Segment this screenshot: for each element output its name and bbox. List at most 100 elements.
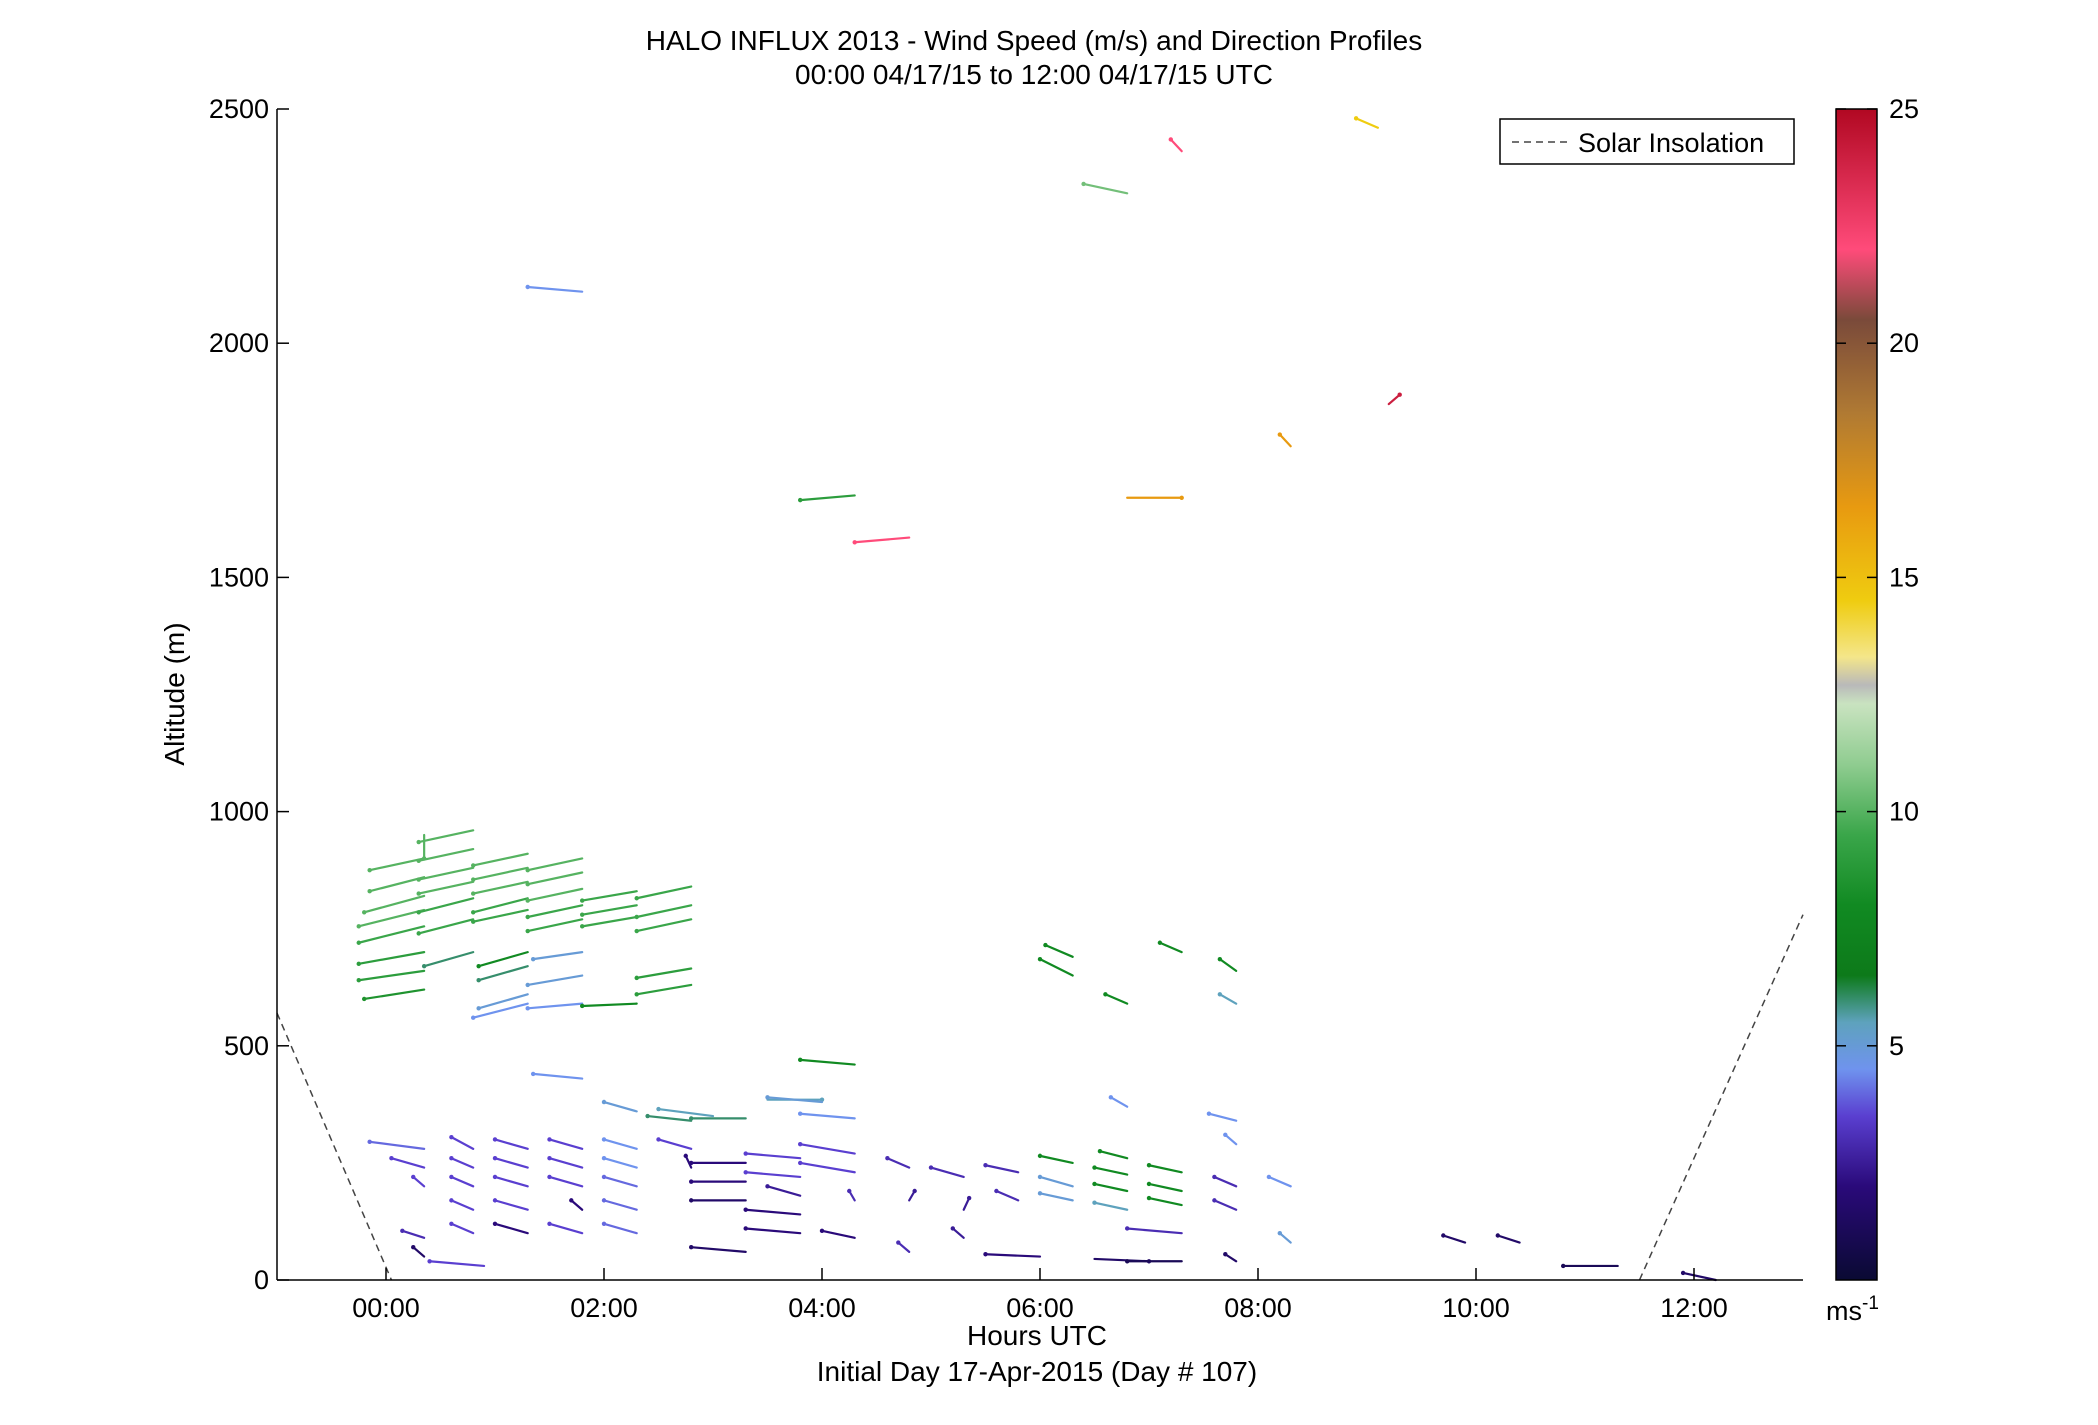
wind-vector-tip [966, 1195, 972, 1201]
wind-vector-tip [449, 1134, 454, 1140]
wind-vector [602, 1222, 638, 1235]
colorbar-tick-label: 5 [1889, 1031, 1904, 1061]
wind-vector [450, 1157, 475, 1169]
wind-vector-tip [471, 863, 476, 868]
y-tick-label: 2500 [209, 94, 269, 124]
wind-vector-tip [471, 877, 476, 882]
wind-vector-tip [689, 1198, 694, 1203]
wind-vector-tip [416, 877, 421, 882]
wind-vector-tip [1157, 940, 1163, 945]
wind-vector [602, 1199, 638, 1211]
wind-vector [1213, 1199, 1238, 1211]
wind-vector-tip [1103, 992, 1108, 997]
wind-vector-tip [983, 1163, 988, 1168]
wind-vector [526, 285, 584, 293]
wind-vector-tip [994, 1188, 999, 1194]
wind-vector [417, 880, 475, 895]
wind-vector-tip [743, 1170, 748, 1175]
wind-vector-tip [1037, 1174, 1043, 1180]
wind-vector-tip [421, 963, 427, 969]
wind-vector-tip [492, 1137, 498, 1142]
wind-vector [995, 1189, 1020, 1202]
wind-vector-tip [476, 978, 481, 983]
colorbar-unit: ms-1 [1826, 1293, 1879, 1326]
colorbar-unit-exponent: -1 [1862, 1293, 1879, 1314]
wind-vector [766, 1096, 824, 1104]
wind-vector [368, 876, 426, 893]
wind-vector-tip [356, 961, 361, 967]
wind-vector [548, 1175, 584, 1188]
wind-vector [417, 829, 475, 844]
wind-vector-tip [743, 1226, 748, 1231]
wind-vector [417, 918, 475, 935]
wind-vector [1093, 1182, 1129, 1193]
wind-vector [472, 852, 529, 867]
y-tick-label: 2000 [209, 328, 269, 358]
wind-vector [532, 951, 584, 961]
wind-vector-tip [525, 867, 530, 873]
wind-vector [493, 1175, 529, 1188]
wind-vector-tip [928, 1165, 934, 1170]
wind-vector-tip [601, 1156, 607, 1161]
wind-vector [450, 1222, 475, 1235]
wind-vector [390, 1157, 426, 1169]
wind-vector [526, 974, 584, 987]
wind-vector-tip [525, 914, 530, 920]
wind-vector-tip [847, 1188, 852, 1194]
wind-vector-tip [1223, 1132, 1228, 1137]
wind-vector [412, 1175, 426, 1188]
wind-vector [1207, 1112, 1238, 1122]
wind-vector [1098, 1150, 1129, 1160]
wind-vector [799, 494, 856, 502]
wind-vector [493, 1138, 529, 1150]
wind-vector [951, 1227, 965, 1239]
wind-vector-tip [634, 928, 639, 934]
wind-vector-tip [416, 891, 421, 896]
plot-area [277, 109, 1803, 1280]
chart-subtitle: 00:00 04/17/15 to 12:00 04/17/15 UTC [795, 59, 1273, 90]
wind-vector [357, 951, 426, 965]
wind-vector-tip [492, 1221, 498, 1226]
wind-vector-tip [449, 1156, 454, 1161]
wind-vector-tip [1212, 1174, 1217, 1180]
colorbar-tick-label: 20 [1889, 328, 1919, 358]
wind-vector [602, 1175, 638, 1188]
wind-vector [570, 1199, 584, 1211]
wind-vector-tip [525, 982, 530, 988]
wind-vector-tip [449, 1174, 454, 1180]
wind-vector [581, 904, 638, 916]
wind-vector-tip [798, 1111, 803, 1116]
wind-vector [744, 1227, 802, 1235]
wind-vector-tip [362, 996, 367, 1002]
wind-vector-tip [983, 1252, 988, 1257]
wind-vector-tip [1266, 1174, 1272, 1180]
wind-vector-tip [683, 1153, 688, 1159]
wind-vector-tip [1223, 1252, 1228, 1257]
wind-vector [363, 894, 426, 914]
wind-vector [657, 1138, 693, 1150]
wind-vector [581, 915, 638, 928]
wind-vector [1082, 182, 1129, 195]
wind-vector [1496, 1234, 1521, 1244]
wind-vector-tip [689, 1245, 694, 1250]
wind-vector-tip [416, 931, 421, 936]
wind-vector [493, 1199, 529, 1211]
wind-vectors [356, 116, 1717, 1282]
wind-vector-tip [634, 896, 639, 901]
wind-vector [799, 1112, 856, 1120]
wind-vector-tip [1353, 116, 1359, 121]
wind-vector [744, 1171, 802, 1179]
y-axis-label: Altitude (m) [159, 622, 190, 765]
wind-vector-tip [798, 1057, 803, 1063]
wind-vector-tip [476, 963, 481, 969]
wind-vector [450, 1136, 475, 1150]
wind-vector-tip [601, 1137, 607, 1142]
wind-vector-tip [1217, 992, 1223, 997]
wind-vector-tip [367, 1139, 372, 1145]
wind-vector-tip [1146, 1195, 1152, 1201]
wind-vector-tip [645, 1113, 650, 1119]
wind-vector [357, 908, 426, 928]
wind-vector [368, 1140, 426, 1150]
wind-vector-tip [449, 1198, 454, 1203]
wind-vector [477, 965, 529, 982]
